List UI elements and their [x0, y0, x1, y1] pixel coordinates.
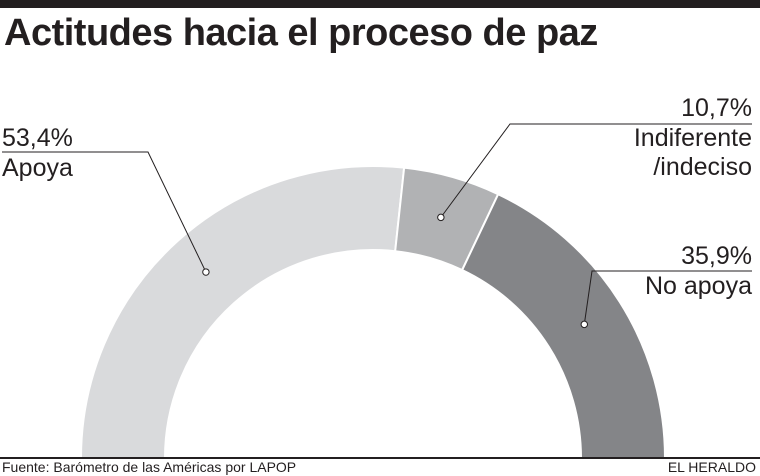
indiferente-name-label: Indiferente: [633, 124, 752, 152]
leader-line-apoya: [2, 151, 207, 273]
leader-dot-indiferente: [437, 213, 445, 222]
no-apoya-name-label: No apoya: [644, 272, 752, 300]
top-rule: [0, 0, 760, 8]
bottom-rule: [0, 457, 760, 459]
slice-no-apoya: [460, 192, 667, 459]
leader-dot-no-apoya: [580, 320, 588, 329]
source-note: Fuente: Barómetro de las Américas por LA…: [2, 459, 297, 475]
apoya-percent-label: 53,4%: [2, 124, 73, 152]
leader-line-no-apoya: [583, 270, 752, 325]
indiferente-percent-label: 10,7%: [681, 94, 752, 122]
publisher-brand: EL HERALDO: [667, 459, 756, 475]
indiferente-name-label-line2: /indeciso: [653, 153, 752, 181]
chart-title: Actitudes hacia el proceso de paz: [4, 12, 598, 54]
no-apoya-percent-label: 35,9%: [681, 242, 752, 270]
leader-line-indiferente: [440, 123, 752, 218]
leader-dot-apoya: [202, 268, 210, 276]
slice-apoya: [79, 165, 406, 459]
apoya-name-label: Apoya: [2, 154, 73, 182]
